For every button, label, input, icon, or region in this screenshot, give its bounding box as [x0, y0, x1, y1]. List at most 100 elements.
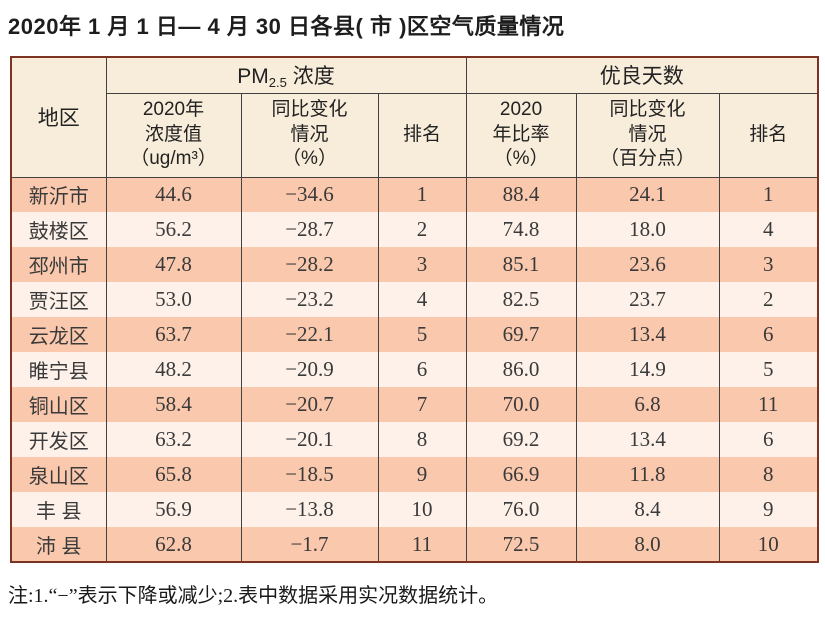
gd-rank-cell: 4 — [718, 212, 819, 247]
region-cell: 铜山区 — [10, 387, 107, 422]
pm-value-cell: 47.8 — [105, 247, 242, 282]
pm-value-cell: 48.2 — [105, 352, 242, 387]
region-cell: 云龙区 — [10, 317, 107, 352]
pm-value-cell: 44.6 — [105, 177, 242, 212]
pm-rank-cell: 3 — [377, 247, 467, 282]
gd-change-cell: 23.7 — [575, 282, 720, 317]
col-header-gd-rank: 排名 — [718, 93, 819, 178]
region-cell: 开发区 — [10, 422, 107, 457]
pm-change-cell: −20.1 — [240, 422, 379, 457]
pm-change-cell: −20.7 — [240, 387, 379, 422]
pm-value-cell: 65.8 — [105, 457, 242, 492]
gd-change-cell: 11.8 — [575, 457, 720, 492]
region-cell: 睢宁县 — [10, 352, 107, 387]
pm-value-cell: 56.9 — [105, 492, 242, 527]
gd-rank-cell: 6 — [718, 317, 819, 352]
gd-rank-cell: 6 — [718, 422, 819, 457]
footnote: 注:1.“−”表示下降或减少;2.表中数据采用实况数据统计。 — [8, 585, 499, 607]
air-quality-table: 地区 PM2.5 浓度 优良天数 2020年 浓度值 （ug/m³） 同比变化 … — [10, 56, 820, 563]
gd-rank-cell: 3 — [718, 247, 819, 282]
pm-rank-cell: 2 — [377, 212, 467, 247]
pm-value-cell: 62.8 — [105, 527, 242, 562]
col-header-gd-change: 同比变化 情况 （百分点） — [575, 93, 720, 178]
gd-ratio-cell: 69.2 — [465, 422, 577, 457]
table-row: 开发区 63.2 −20.1 8 69.2 13.4 6 — [10, 422, 819, 457]
page-title: 2020年 1 月 1 日— 4 月 30 日各县( 市 )区空气质量情况 — [8, 14, 565, 39]
table-row: 云龙区 63.7 −22.1 5 69.7 13.4 6 — [10, 317, 819, 352]
gd-ratio-cell: 86.0 — [465, 352, 577, 387]
pm-rank-cell: 6 — [377, 352, 467, 387]
gd-rank-cell: 1 — [718, 177, 819, 212]
table-body: 新沂市 44.6 −34.6 1 88.4 24.1 1 鼓楼区 56.2 −28.7 2 74.8 1… — [10, 177, 819, 562]
col-header-region: 地区 — [10, 57, 107, 178]
gd-ratio-cell: 70.0 — [465, 387, 577, 422]
gd-rank-cell: 5 — [718, 352, 819, 387]
pm-rank-cell: 5 — [377, 317, 467, 352]
pm-change-cell: −28.2 — [240, 247, 379, 282]
pm-rank-cell: 8 — [377, 422, 467, 457]
table-row: 邳州市 47.8 −28.2 3 85.1 23.6 3 — [10, 247, 819, 282]
table-header: 地区 PM2.5 浓度 优良天数 2020年 浓度值 （ug/m³） 同比变化 … — [10, 57, 819, 178]
region-cell: 新沂市 — [10, 177, 107, 212]
pm-change-cell: −1.7 — [240, 527, 379, 562]
gd-change-cell: 18.0 — [575, 212, 720, 247]
pm-change-cell: −22.1 — [240, 317, 379, 352]
region-cell: 沛 县 — [10, 527, 107, 562]
table-row: 丰 县 56.9 −13.8 10 76.0 8.4 9 — [10, 492, 819, 527]
pm-rank-cell: 9 — [377, 457, 467, 492]
gd-rank-cell: 9 — [718, 492, 819, 527]
col-header-pm-rank: 排名 — [377, 93, 467, 178]
table-row: 睢宁县 48.2 −20.9 6 86.0 14.9 5 — [10, 352, 819, 387]
gd-change-cell: 13.4 — [575, 317, 720, 352]
gd-change-cell: 8.0 — [575, 527, 720, 562]
pm25-label-suffix: 浓度 — [286, 65, 335, 89]
region-cell: 贾汪区 — [10, 282, 107, 317]
col-header-pm-change: 同比变化 情况 （%） — [240, 93, 379, 178]
pm-change-cell: −13.8 — [240, 492, 379, 527]
gd-ratio-cell: 72.5 — [465, 527, 577, 562]
pm-value-cell: 53.0 — [105, 282, 242, 317]
region-cell: 邳州市 — [10, 247, 107, 282]
pm-rank-cell: 4 — [377, 282, 467, 317]
pm-value-cell: 63.7 — [105, 317, 242, 352]
table-row: 贾汪区 53.0 −23.2 4 82.5 23.7 2 — [10, 282, 819, 317]
pm-change-cell: −28.7 — [240, 212, 379, 247]
gd-change-cell: 23.6 — [575, 247, 720, 282]
gd-ratio-cell: 69.7 — [465, 317, 577, 352]
gd-change-cell: 8.4 — [575, 492, 720, 527]
pm25-label-subscript: 2.5 — [268, 75, 287, 91]
region-cell: 鼓楼区 — [10, 212, 107, 247]
region-cell: 丰 县 — [10, 492, 107, 527]
pm-value-cell: 63.2 — [105, 422, 242, 457]
col-header-gd-ratio: 2020 年比率 （%） — [465, 93, 577, 178]
gd-ratio-cell: 85.1 — [465, 247, 577, 282]
group-header-good-days: 优良天数 — [465, 57, 819, 94]
region-cell: 泉山区 — [10, 457, 107, 492]
gd-change-cell: 24.1 — [575, 177, 720, 212]
pm-rank-cell: 11 — [377, 527, 467, 562]
pm-change-cell: −34.6 — [240, 177, 379, 212]
table-row: 沛 县 62.8 −1.7 11 72.5 8.0 10 — [10, 527, 819, 562]
table-row: 泉山区 65.8 −18.5 9 66.9 11.8 8 — [10, 457, 819, 492]
gd-rank-cell: 8 — [718, 457, 819, 492]
pm-rank-cell: 1 — [377, 177, 467, 212]
pm-rank-cell: 7 — [377, 387, 467, 422]
gd-ratio-cell: 66.9 — [465, 457, 577, 492]
gd-ratio-cell: 76.0 — [465, 492, 577, 527]
gd-ratio-cell: 82.5 — [465, 282, 577, 317]
gd-rank-cell: 11 — [718, 387, 819, 422]
pm-change-cell: −23.2 — [240, 282, 379, 317]
gd-change-cell: 14.9 — [575, 352, 720, 387]
gd-change-cell: 6.8 — [575, 387, 720, 422]
table-row: 铜山区 58.4 −20.7 7 70.0 6.8 11 — [10, 387, 819, 422]
table-row: 新沂市 44.6 −34.6 1 88.4 24.1 1 — [10, 177, 819, 212]
gd-change-cell: 13.4 — [575, 422, 720, 457]
pm-value-cell: 56.2 — [105, 212, 242, 247]
gd-rank-cell: 10 — [718, 527, 819, 562]
gd-rank-cell: 2 — [718, 282, 819, 317]
gd-ratio-cell: 88.4 — [465, 177, 577, 212]
pm-value-cell: 58.4 — [105, 387, 242, 422]
pm25-label-prefix: PM — [237, 65, 269, 89]
pm-change-cell: −20.9 — [240, 352, 379, 387]
gd-ratio-cell: 74.8 — [465, 212, 577, 247]
